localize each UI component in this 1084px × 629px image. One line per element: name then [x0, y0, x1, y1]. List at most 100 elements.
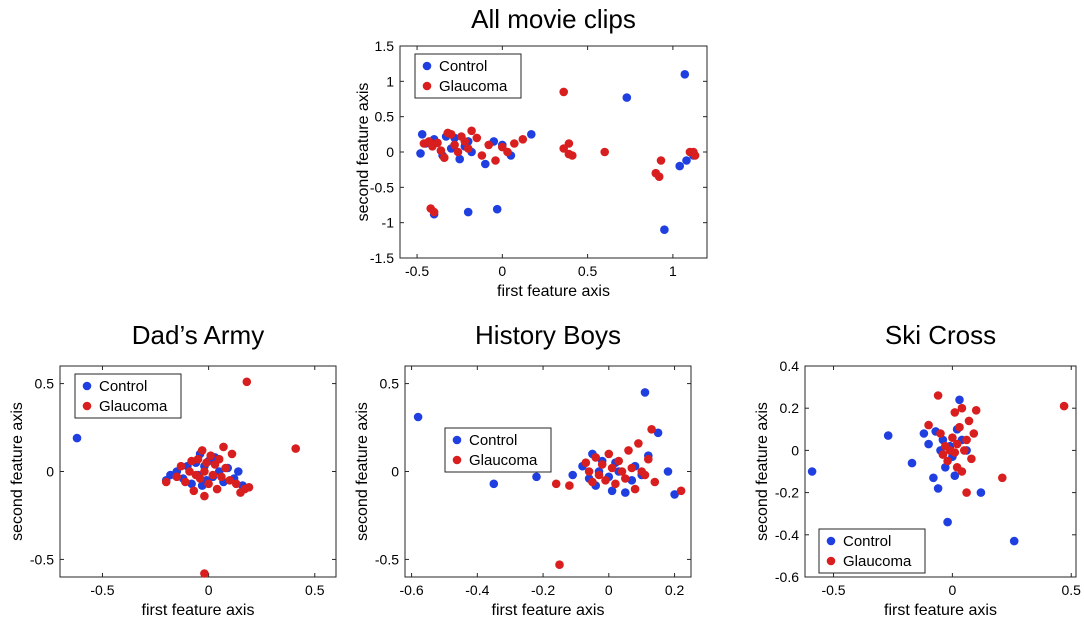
data-point-control	[950, 471, 960, 481]
legend-marker-control	[452, 435, 462, 445]
data-point-glaucoma	[952, 439, 962, 449]
data-point-glaucoma	[197, 446, 207, 455]
legend-label-control: Control	[469, 432, 517, 449]
data-point-glaucoma	[453, 147, 463, 157]
data-point-glaucoma	[588, 477, 597, 487]
legend: Control Glaucoma	[444, 427, 552, 473]
data-point-control	[622, 93, 632, 102]
y-tick-label: -1	[382, 215, 395, 231]
data-point-control	[72, 433, 82, 443]
data-point-control	[663, 467, 673, 476]
legend-label-glaucoma: Glaucoma	[439, 78, 508, 95]
data-point-control	[955, 395, 964, 405]
data-point-glaucoma	[584, 467, 594, 476]
data-point-glaucoma	[219, 442, 228, 452]
data-point-glaucoma	[433, 138, 442, 148]
data-point-glaucoma	[559, 87, 568, 97]
y-axis-label: second feature axis	[355, 83, 372, 222]
data-point-control	[653, 428, 663, 438]
data-point-glaucoma	[440, 153, 449, 162]
y-tick-label: 0.5	[375, 109, 395, 125]
data-point-glaucoma	[998, 473, 1007, 483]
y-tick-label: 0.4	[780, 358, 800, 374]
data-point-glaucoma	[634, 439, 643, 448]
x-axis-label: first feature axis	[884, 602, 997, 619]
legend-label-control: Control	[439, 58, 487, 75]
data-point-control	[929, 473, 938, 483]
data-point-glaucoma	[933, 391, 943, 400]
legend-marker-glaucoma	[82, 401, 92, 411]
y-axis-label: second feature axis	[754, 402, 771, 541]
data-point-control	[924, 439, 933, 449]
legend-label-control: Control	[99, 378, 147, 395]
data-point-glaucoma	[446, 130, 456, 139]
data-point-glaucoma	[161, 477, 171, 487]
data-point-glaucoma	[676, 486, 686, 496]
data-point-glaucoma	[491, 156, 500, 165]
data-point-glaucoma	[450, 140, 459, 150]
data-point-glaucoma	[217, 472, 226, 482]
data-point-glaucoma	[436, 146, 446, 155]
data-point-glaucoma	[565, 481, 574, 490]
data-point-glaucoma	[227, 449, 237, 459]
legend-label-glaucoma: Glaucoma	[843, 553, 912, 570]
data-point-control	[680, 70, 690, 79]
data-point-glaucoma	[564, 149, 574, 159]
data-point-glaucoma	[604, 449, 614, 459]
data-point-control	[670, 490, 679, 499]
data-point-glaucoma	[1059, 401, 1069, 411]
x-tick-label: 0	[205, 582, 213, 598]
data-point-glaucoma	[200, 491, 209, 501]
data-point-glaucoma	[204, 479, 213, 489]
data-point-control	[682, 156, 691, 165]
data-point-glaucoma	[242, 377, 252, 387]
data-point-glaucoma	[200, 569, 209, 578]
data-point-glaucoma	[656, 156, 666, 165]
data-point-control	[621, 488, 630, 497]
data-point-glaucoma	[600, 147, 609, 157]
data-point-glaucoma	[647, 425, 656, 434]
data-point-glaucoma	[594, 470, 604, 480]
data-point-glaucoma	[195, 474, 205, 483]
data-point-control	[568, 470, 577, 480]
data-point-glaucoma	[477, 151, 487, 160]
data-point-glaucoma	[244, 483, 254, 492]
data-point-glaucoma	[518, 135, 528, 144]
legend: Control Glaucoma	[74, 373, 182, 419]
data-point-control	[627, 476, 637, 485]
data-point-control	[919, 429, 929, 438]
chart-title: History Boys	[475, 320, 621, 350]
data-point-glaucoma	[960, 446, 969, 455]
x-tick-label: 0.5	[1062, 582, 1082, 598]
x-tick-label: -0.5	[405, 263, 429, 279]
y-tick-label: 0.2	[780, 400, 800, 416]
legend-marker-glaucoma	[826, 556, 836, 566]
legend-label-glaucoma: Glaucoma	[99, 398, 168, 415]
data-point-glaucoma	[591, 453, 600, 462]
y-tick-label: -0.2	[775, 485, 799, 501]
y-tick-label: -0.4	[775, 527, 799, 543]
data-point-glaucoma	[948, 433, 957, 443]
legend-box	[74, 373, 182, 419]
legend-label-glaucoma: Glaucoma	[469, 452, 538, 469]
data-point-glaucoma	[555, 560, 564, 569]
data-point-glaucoma	[467, 126, 476, 136]
data-point-glaucoma	[967, 454, 976, 464]
data-point-glaucoma	[950, 448, 960, 457]
x-tick-label: -0.4	[465, 582, 489, 598]
data-point-glaucoma	[225, 476, 235, 485]
x-tick-label: -0.6	[400, 582, 424, 598]
data-point-glaucoma	[463, 144, 473, 153]
data-point-control	[943, 517, 952, 527]
y-tick-label: 0.5	[380, 376, 400, 392]
x-tick-label: 0.5	[305, 582, 325, 598]
data-point-control	[1009, 536, 1019, 546]
data-point-glaucoma	[212, 484, 222, 494]
data-point-glaucoma	[957, 467, 967, 476]
data-point-glaucoma	[200, 467, 209, 476]
chart-panel-1: Dad’s Army -0.5 0 0.5 -0.5 0 0.5 first feature …	[9, 320, 337, 619]
data-point-glaucoma	[472, 133, 482, 143]
x-tick-label: -0.5	[90, 582, 114, 598]
data-point-glaucoma	[607, 463, 617, 473]
